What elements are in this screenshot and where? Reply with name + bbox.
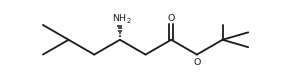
Text: O: O <box>193 58 201 67</box>
Text: 2: 2 <box>126 18 130 24</box>
Text: O: O <box>168 14 175 23</box>
Text: NH: NH <box>112 14 127 23</box>
